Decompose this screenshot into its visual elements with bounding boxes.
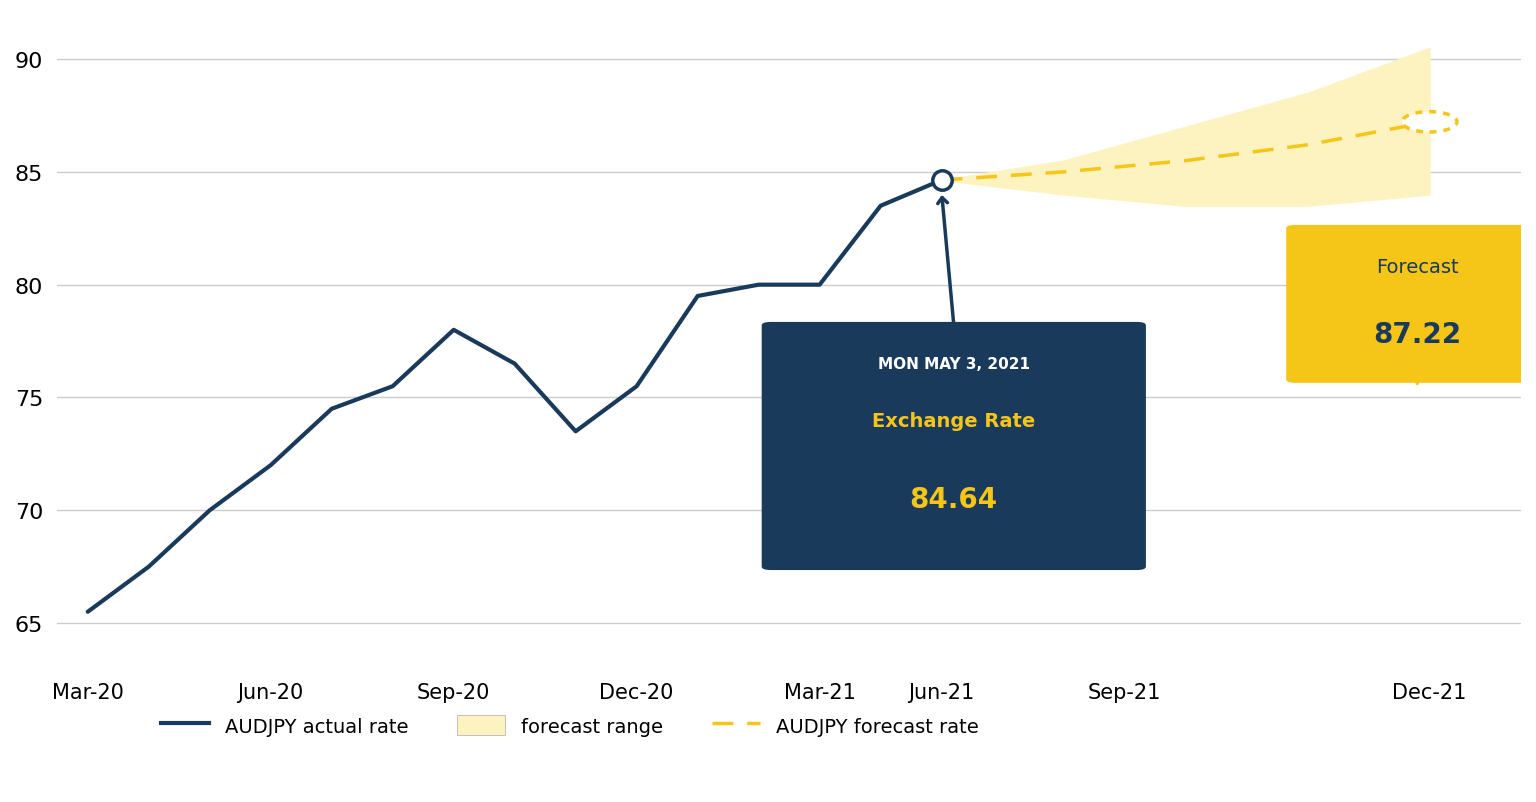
- FancyBboxPatch shape: [1286, 225, 1536, 383]
- Text: Exchange Rate: Exchange Rate: [872, 411, 1035, 430]
- Text: 87.22: 87.22: [1373, 321, 1461, 349]
- Text: MON MAY 3, 2021: MON MAY 3, 2021: [877, 357, 1029, 371]
- FancyBboxPatch shape: [762, 322, 1146, 570]
- Text: Forecast: Forecast: [1376, 257, 1459, 277]
- Text: 84.64: 84.64: [909, 485, 998, 513]
- Circle shape: [1402, 112, 1458, 133]
- Legend: AUDJPY actual rate, forecast range, AUDJPY forecast rate: AUDJPY actual rate, forecast range, AUDJ…: [152, 707, 986, 743]
